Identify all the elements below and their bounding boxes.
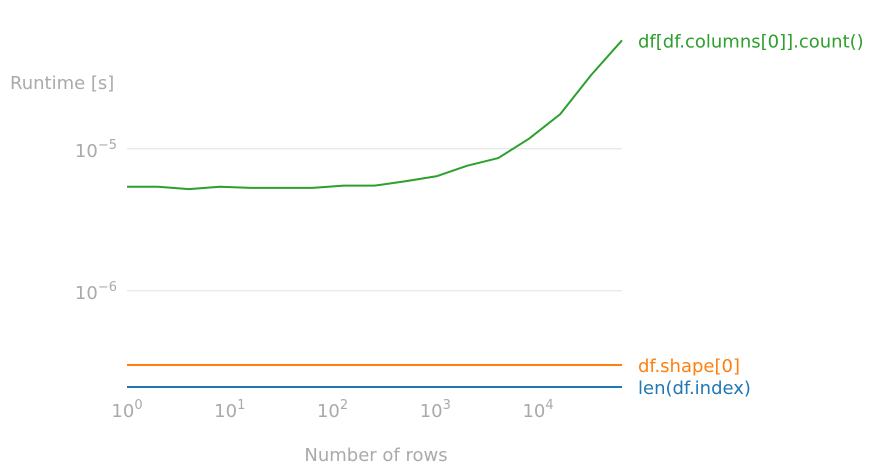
series-labels: df[df.columns[0]].count() df.shape[0]len(… xyxy=(638,31,864,399)
series-label-2: len(df.index) xyxy=(638,378,751,399)
y-tick-label-1: 10−6 xyxy=(75,280,117,304)
x-tick-label-1: 101 xyxy=(214,398,245,422)
series-line-0 xyxy=(127,39,623,191)
grid-lines xyxy=(127,148,622,292)
y-tick-labels: 10−5 10−6 xyxy=(75,138,117,304)
x-tick-label-0: 100 xyxy=(111,398,142,422)
x-tick-label-3: 103 xyxy=(420,398,451,422)
y-tick-label-0: 10−5 xyxy=(75,138,117,162)
x-tick-label-4: 104 xyxy=(522,398,553,422)
series-label-1: df.shape[0] xyxy=(638,356,740,377)
y-axis-label: Runtime [s] xyxy=(10,73,114,94)
series-label-0: df[df.columns[0]].count() xyxy=(638,31,864,52)
series-lines xyxy=(127,39,623,388)
x-axis-label: Number of rows xyxy=(304,445,447,466)
x-tick-labels: 100 101 102 103 104 xyxy=(111,398,553,422)
x-tick-label-2: 102 xyxy=(317,398,348,422)
